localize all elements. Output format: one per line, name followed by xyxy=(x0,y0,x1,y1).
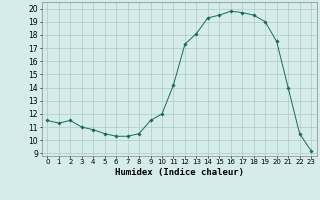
X-axis label: Humidex (Indice chaleur): Humidex (Indice chaleur) xyxy=(115,168,244,177)
